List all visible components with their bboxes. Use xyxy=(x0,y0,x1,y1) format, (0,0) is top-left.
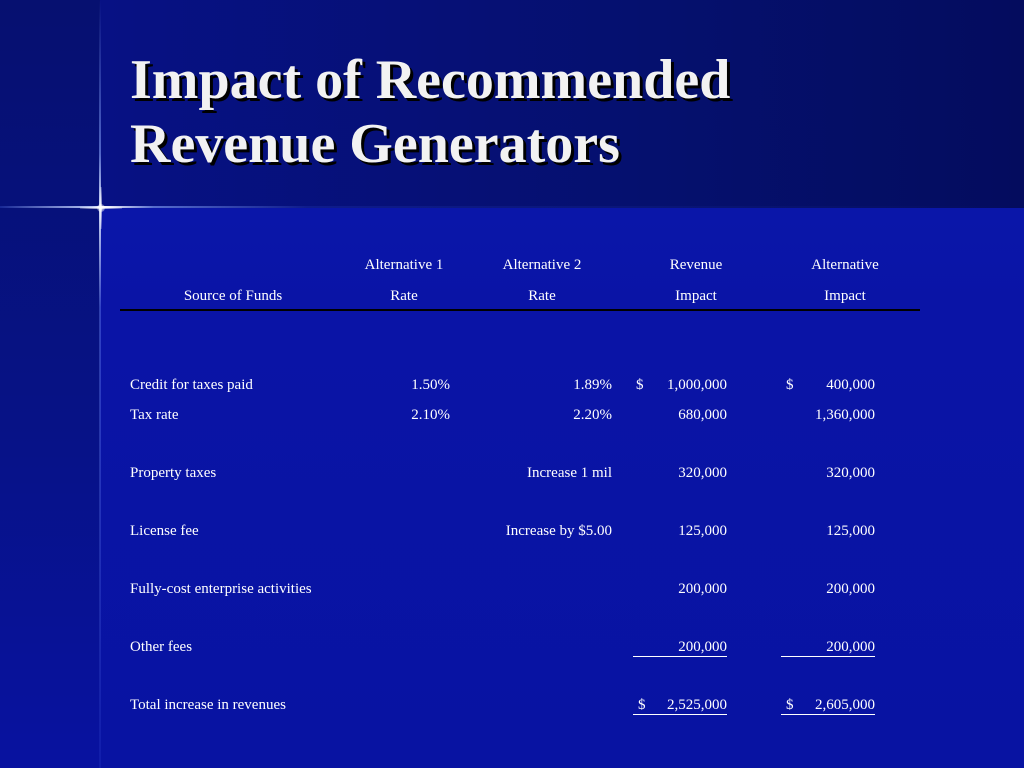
row-taxrate-rev: 680,000 xyxy=(678,407,727,423)
row-taxrate-alt2: 2.20% xyxy=(573,407,612,423)
header-alt2-top: Alternative 2 xyxy=(502,257,582,273)
subtotal-underline-rev xyxy=(633,656,727,657)
header-alt1-bottom: Rate xyxy=(390,288,418,304)
row-total-rev: 2,525,000 xyxy=(667,697,727,713)
row-total-source: Total increase in revenues xyxy=(130,697,286,713)
row-license-alt2: Increase by $5.00 xyxy=(505,523,612,539)
row-credit-source: Credit for taxes paid xyxy=(130,377,253,393)
left-band xyxy=(0,0,100,768)
header-source: Source of Funds xyxy=(183,288,283,304)
row-enterprise-rev: 200,000 xyxy=(678,581,727,597)
sparkle-icon xyxy=(80,187,122,229)
row-license-source: License fee xyxy=(130,523,199,539)
header-rev-bottom: Impact xyxy=(675,288,717,304)
vertical-accent-line xyxy=(99,0,101,768)
row-property-rev: 320,000 xyxy=(678,465,727,481)
row-taxrate-altimp: 1,360,000 xyxy=(815,407,875,423)
total-underline-rev xyxy=(633,714,727,715)
slide-title: Impact of Recommended Revenue Generators xyxy=(130,48,990,176)
header-rule xyxy=(120,309,920,311)
title-band xyxy=(100,0,1024,208)
header-alt2-bottom: Rate xyxy=(528,288,556,304)
row-license-rev: 125,000 xyxy=(678,523,727,539)
title-line-2: Revenue Generators xyxy=(130,113,620,175)
row-credit-rev-dollar: $ xyxy=(636,377,644,393)
row-otherfees-altimp: 200,000 xyxy=(826,639,875,655)
row-property-source: Property taxes xyxy=(130,465,217,481)
row-license-altimp: 125,000 xyxy=(826,523,875,539)
header-altimp-top: Alternative xyxy=(811,257,879,273)
row-credit-altimp-dollar: $ xyxy=(786,377,794,393)
row-credit-altimp: 400,000 xyxy=(826,377,875,393)
row-total-rev-dollar: $ xyxy=(638,697,646,713)
row-taxrate-source: Tax rate xyxy=(130,407,179,423)
subtotal-underline-altimp xyxy=(781,656,875,657)
row-total-altimp-dollar: $ xyxy=(786,697,794,713)
row-property-alt2: Increase 1 mil xyxy=(527,465,612,481)
row-taxrate-alt1: 2.10% xyxy=(411,407,450,423)
row-credit-alt1: 1.50% xyxy=(411,377,450,393)
header-altimp-bottom: Impact xyxy=(824,288,866,304)
header-rev-top: Revenue xyxy=(669,257,723,273)
row-property-altimp: 320,000 xyxy=(826,465,875,481)
row-enterprise-source: Fully-cost enterprise activities xyxy=(130,581,312,597)
row-total-altimp: 2,605,000 xyxy=(815,697,875,713)
row-otherfees-source: Other fees xyxy=(130,639,193,655)
title-line-1: Impact of Recommended xyxy=(130,49,731,111)
header-alt1-top: Alternative 1 xyxy=(364,257,444,273)
row-otherfees-rev: 200,000 xyxy=(678,639,727,655)
total-underline-altimp xyxy=(781,714,875,715)
row-credit-rev: 1,000,000 xyxy=(667,377,727,393)
horizontal-accent-line xyxy=(0,206,1024,208)
row-credit-alt2: 1.89% xyxy=(573,377,612,393)
row-enterprise-altimp: 200,000 xyxy=(826,581,875,597)
